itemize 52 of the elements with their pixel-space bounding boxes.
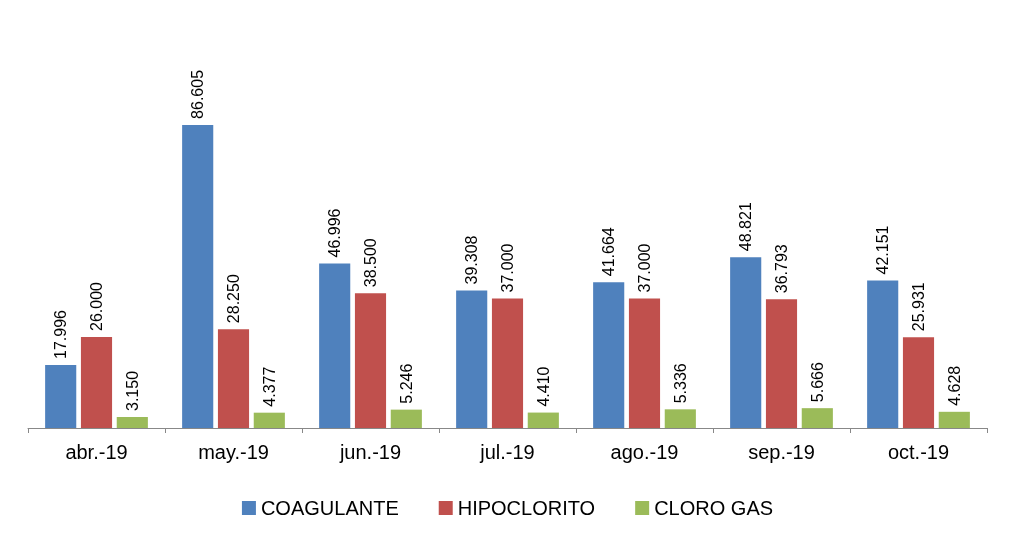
bar (491, 298, 524, 428)
bar (765, 299, 798, 428)
data-label: 36.793 (773, 244, 790, 294)
data-label: 25.931 (910, 282, 927, 332)
x-tick-label: abr.-19 (65, 441, 128, 463)
bar (390, 409, 422, 428)
x-tick-label: jun.-19 (338, 441, 402, 463)
data-label: 3.150 (123, 370, 141, 411)
bar (456, 290, 488, 428)
bar (527, 412, 559, 428)
data-label: 39.308 (463, 235, 481, 285)
data-label: 26.000 (88, 281, 105, 331)
x-tick-label: jul.-19 (479, 441, 535, 463)
legend-label: CLORO GAS (654, 497, 774, 519)
bar (253, 412, 285, 428)
data-label: 37.000 (499, 243, 516, 293)
bar (801, 408, 833, 428)
bar (867, 280, 899, 428)
legend-label: COAGULANTE (260, 497, 399, 519)
bar (80, 337, 113, 428)
data-label: 4.628 (945, 365, 963, 406)
data-label: 4.377 (260, 366, 278, 407)
data-label: 5.666 (808, 362, 826, 403)
bar (730, 257, 762, 428)
data-label: 5.246 (397, 363, 415, 404)
data-label: 86.605 (189, 69, 207, 119)
data-label: 42.151 (874, 225, 892, 275)
bar (938, 411, 970, 428)
bar (45, 365, 77, 428)
bar (354, 293, 387, 428)
bar (902, 337, 935, 428)
bar (116, 416, 148, 428)
data-label: 48.821 (737, 202, 755, 252)
data-label: 5.336 (671, 363, 689, 404)
x-tick-label: may.-19 (198, 441, 269, 463)
x-tick-label: oct.-19 (887, 441, 950, 463)
data-label: 4.410 (534, 366, 552, 407)
bar (628, 298, 661, 428)
data-label: 41.664 (600, 227, 618, 277)
x-tick-label: sep.-19 (748, 441, 815, 463)
legend-label: HIPOCLORITO (457, 497, 596, 519)
bar (182, 124, 214, 428)
data-label: 17.996 (52, 309, 70, 360)
bar (319, 263, 351, 428)
bar (664, 409, 696, 428)
data-label: 37.000 (636, 243, 653, 293)
bar (593, 282, 625, 428)
data-label: 28.250 (225, 274, 242, 324)
x-tick-label: ago.-19 (610, 441, 679, 463)
bar (217, 329, 250, 428)
data-label: 46.996 (326, 208, 344, 258)
data-label: 38.500 (362, 238, 379, 288)
